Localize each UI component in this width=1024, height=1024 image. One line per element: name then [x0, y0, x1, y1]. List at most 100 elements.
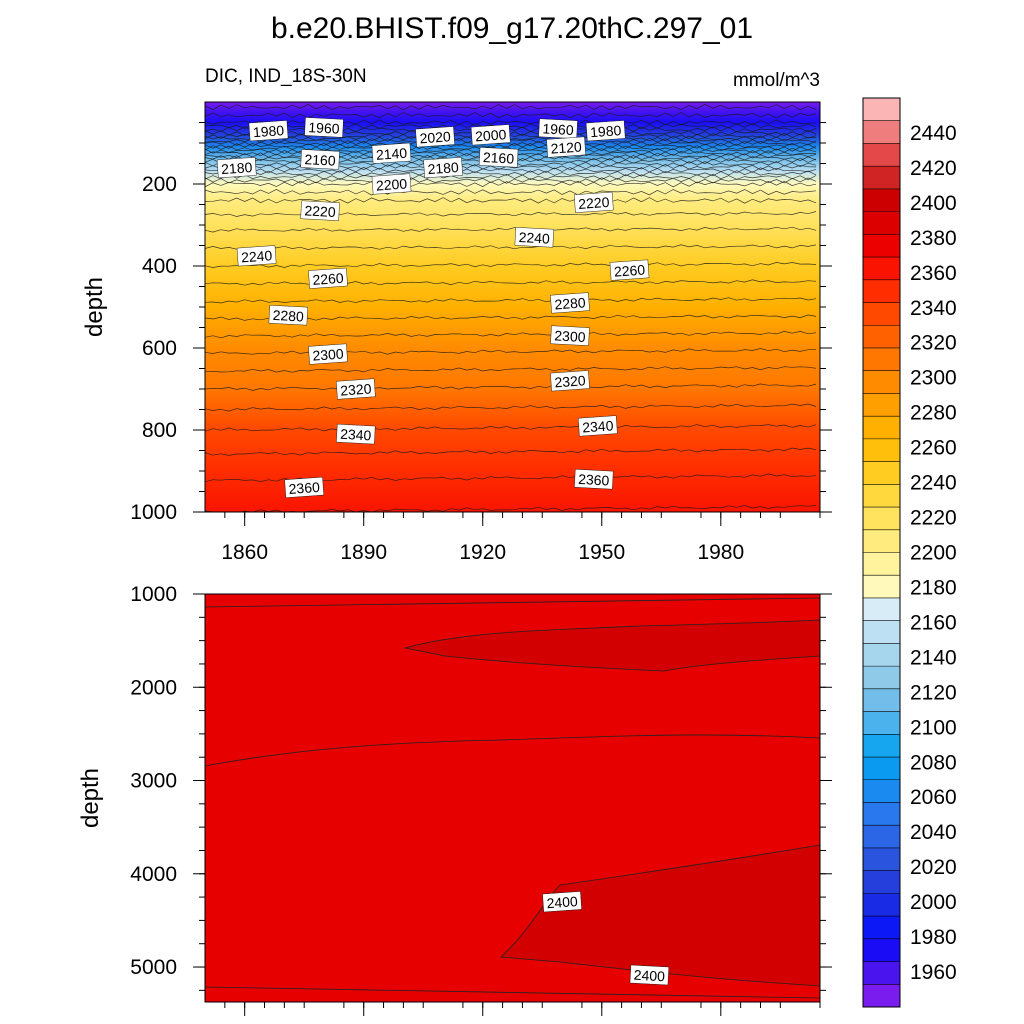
- colorbar-frame: [862, 97, 901, 1008]
- contour-label-text: 2320: [340, 380, 372, 398]
- contour-label: 2400: [542, 891, 582, 913]
- colorbar-label: 2320: [910, 332, 957, 355]
- y-tick-label: 400: [142, 255, 177, 278]
- contour-label-text: 2280: [554, 294, 586, 312]
- contour-label: 2260: [308, 267, 348, 289]
- contour-label: 2240: [514, 227, 554, 248]
- contour-line: [205, 135, 817, 142]
- contour-label-box: [300, 149, 340, 170]
- contour-line: [205, 103, 817, 111]
- contour-label-text: 2220: [578, 194, 610, 212]
- contour-label: 2020: [415, 126, 455, 148]
- lower-panel-frame: [204, 593, 821, 1003]
- contour-label-box: [216, 157, 257, 179]
- contour-label: 2160: [478, 147, 519, 168]
- contour-label-text: 2300: [554, 327, 586, 345]
- colorbar-label: 2420: [910, 157, 957, 180]
- colorbar-label: 1960: [910, 961, 957, 984]
- contour-line: [205, 137, 817, 145]
- colorbar-segment: [863, 416, 900, 440]
- colorbar-label: 2280: [910, 402, 957, 425]
- figure-title: b.e20.BHIST.f09_g17.20thC.297_01: [271, 12, 753, 45]
- contour-label: 2320: [336, 378, 376, 400]
- contour-label-box: [415, 126, 455, 148]
- contour-label-text: 2340: [582, 417, 614, 435]
- contour-label-box: [542, 891, 582, 913]
- contour-label: 2120: [546, 136, 586, 158]
- contour-label: 2400: [629, 964, 670, 986]
- contour-label-box: [514, 227, 554, 248]
- colorbar-label: 2440: [910, 122, 957, 145]
- contour-line: [205, 112, 817, 119]
- contour-label-box: [574, 191, 614, 213]
- contour-label-text: 2200: [375, 175, 407, 193]
- contour-label-text: 2260: [312, 270, 344, 288]
- y-tick-label: 1000: [130, 501, 177, 524]
- contour-label-text: 1980: [252, 122, 284, 140]
- colorbar-segment: [863, 893, 900, 917]
- contour-label-box: [336, 423, 376, 445]
- contour-line: [205, 166, 817, 174]
- contour-line: [205, 424, 817, 432]
- colorbar-label: 2180: [910, 576, 957, 599]
- contour-label-text: 2160: [304, 151, 336, 169]
- colorbar-segment: [863, 347, 900, 372]
- variable-region-label: DIC, IND_18S-30N: [205, 66, 367, 87]
- colorbar-segment: [863, 666, 900, 690]
- contour-label: 2200: [371, 173, 412, 195]
- colorbar-label: 2260: [910, 437, 957, 460]
- colorbar-segment: [863, 143, 900, 167]
- contour-label-text: 1960: [308, 119, 340, 137]
- contour-line: [205, 180, 817, 188]
- lower-axis-ticks: 1000 2000 3000 4000 5000: [130, 583, 832, 1016]
- contour-label-text: 1960: [542, 120, 574, 138]
- contour-line: [205, 262, 817, 268]
- contour-label-text: 1980: [590, 122, 622, 140]
- x-tick-label: 1950: [578, 541, 625, 564]
- upper-contour-labels: 1980 1960 2020 2000 1960 1980 2180 2160 2140 2180…: [216, 117, 650, 498]
- lower-y-axis-label: depth: [77, 768, 104, 828]
- upper-axis-ticks: 1860 1890 1920 1950 1980 200 400 600 800 1000: [130, 122, 832, 564]
- colorbar-segment: [863, 393, 900, 417]
- contour-label-text: 2400: [633, 967, 665, 985]
- x-tick-label: 1920: [459, 541, 506, 564]
- contour-line: [205, 163, 817, 171]
- y-tick-label: 600: [142, 337, 177, 360]
- colorbar-label: 2060: [910, 786, 957, 809]
- contour-label-box: [308, 267, 348, 289]
- contour-label-box: [300, 200, 340, 221]
- contour-label-box: [371, 142, 412, 164]
- contour-line: [205, 189, 817, 196]
- colorbar-segment: [863, 825, 900, 849]
- contour-label-box: [550, 370, 590, 392]
- colorbar-label: 2040: [910, 821, 957, 844]
- colorbar-segment: [863, 916, 900, 940]
- contour-label: 2340: [336, 423, 376, 445]
- y-tick-label: 5000: [130, 956, 177, 979]
- contour-label-box: [629, 964, 670, 986]
- contour-line: [205, 132, 817, 140]
- y-tick-label: 800: [142, 419, 177, 442]
- contour-label-box: [478, 147, 519, 168]
- contour-line: [205, 447, 817, 456]
- colorbar-segment: [863, 552, 900, 576]
- colorbar-label: 2020: [910, 856, 957, 879]
- contour-label-text: 2220: [304, 202, 336, 220]
- colorbar-segment: [863, 166, 900, 190]
- contour-label-text: 2020: [419, 128, 451, 146]
- upper-2400-region: [404, 619, 820, 672]
- contour-label-box: [550, 325, 590, 346]
- colorbar-segment: [863, 120, 900, 144]
- contour-line: [205, 403, 817, 412]
- contour-label-text: 2140: [375, 145, 407, 163]
- contour-label-box: [236, 245, 277, 267]
- contour-line: [205, 297, 817, 304]
- contour-label-text: 2180: [427, 159, 459, 177]
- colorbar-label: 2240: [910, 472, 957, 495]
- colorbar-segment: [863, 98, 900, 122]
- contour-label-text: 2180: [221, 159, 253, 177]
- contour-label: 2140: [371, 142, 412, 164]
- contour-label-box: [371, 173, 412, 195]
- colorbar-label: 2360: [910, 262, 957, 285]
